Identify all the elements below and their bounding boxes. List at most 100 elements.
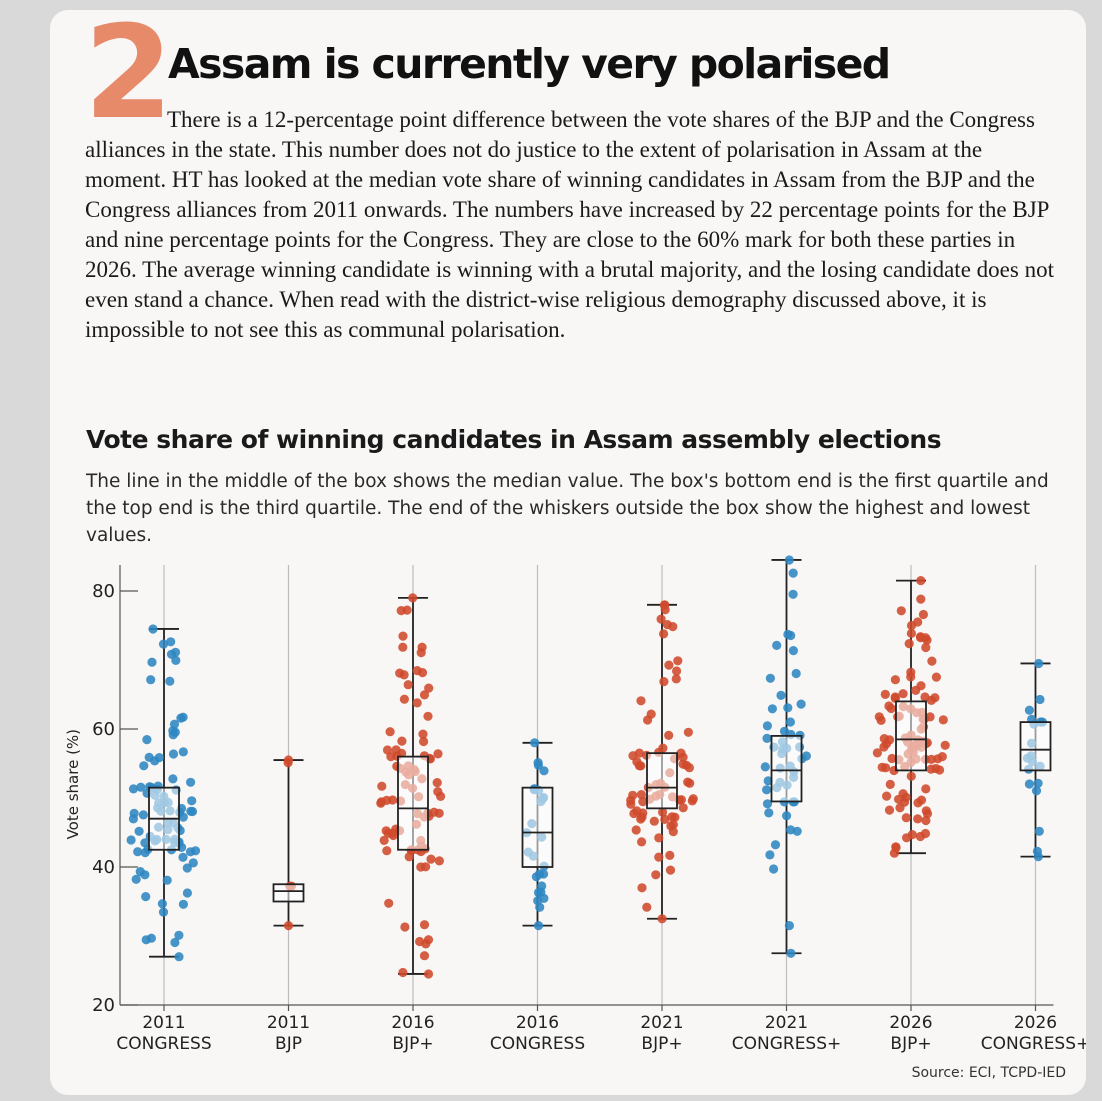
data-point [419, 920, 430, 930]
data-point [654, 833, 664, 843]
data-point [769, 864, 779, 874]
data-point [419, 690, 430, 700]
data-point [879, 734, 889, 744]
data-point [660, 814, 670, 825]
data-point [423, 711, 433, 721]
data-point [176, 713, 186, 723]
data-point [417, 642, 427, 652]
data-point [665, 865, 676, 875]
data-point [937, 752, 947, 762]
data-point [926, 754, 937, 765]
iqr-box [646, 752, 678, 810]
y-tick-label: 40 [92, 857, 115, 878]
data-point [890, 675, 901, 685]
data-point [377, 781, 387, 791]
data-point [539, 893, 549, 904]
data-point [170, 647, 181, 657]
data-point [684, 763, 695, 773]
data-point [133, 847, 143, 857]
x-tick-party: BJP [275, 1034, 302, 1054]
iqr-box [397, 755, 429, 851]
data-point [283, 758, 293, 768]
data-point [168, 774, 178, 784]
data-point [162, 875, 172, 885]
data-point [148, 624, 158, 634]
data-point [916, 594, 926, 604]
data-point [670, 812, 680, 822]
data-point [786, 630, 796, 641]
data-point [664, 660, 674, 670]
data-point [658, 807, 668, 817]
data-point [880, 689, 890, 700]
data-point [178, 747, 188, 757]
data-point [186, 806, 196, 816]
data-point [776, 690, 786, 701]
data-point [913, 617, 923, 627]
data-point [913, 798, 923, 808]
data-point [764, 808, 774, 818]
data-point [632, 806, 642, 816]
x-tick-year: 2011 [142, 1013, 185, 1033]
data-point [399, 670, 409, 680]
data-point [400, 922, 410, 932]
data-point [872, 748, 883, 758]
data-point [626, 799, 636, 809]
data-point [1033, 778, 1043, 788]
data-point [146, 675, 156, 685]
data-point [416, 862, 426, 872]
data-point [940, 740, 950, 750]
data-point [412, 666, 422, 676]
data-point [877, 762, 887, 772]
data-point [158, 639, 169, 649]
data-point [398, 642, 408, 652]
data-point [415, 936, 425, 947]
data-point [128, 784, 139, 794]
data-point [185, 847, 196, 857]
data-point [412, 698, 422, 708]
x-tick-party: CONGRESS+ [732, 1034, 842, 1054]
data-point [634, 761, 645, 771]
data-point [906, 667, 916, 677]
data-point [379, 835, 389, 846]
data-point [659, 629, 669, 639]
data-point [398, 631, 408, 641]
data-point [397, 736, 407, 746]
data-point [1031, 786, 1042, 796]
data-point [685, 778, 695, 788]
data-point [921, 784, 931, 794]
data-point [659, 677, 669, 687]
x-tick-year: 2021 [640, 1013, 683, 1033]
data-point [894, 794, 904, 804]
data-point [649, 816, 659, 826]
x-tick-party: CONGRESS+ [981, 1034, 1086, 1054]
data-point [788, 589, 798, 599]
section-number: 2 [84, 10, 174, 148]
y-axis-label: Vote share (%) [64, 729, 82, 839]
data-point [762, 799, 773, 809]
data-point [638, 797, 648, 807]
data-point [637, 883, 647, 893]
iqr-box [521, 786, 554, 868]
data-point [138, 810, 148, 820]
y-tick-label: 20 [92, 995, 115, 1016]
infographic-card: 2 Assam is currently very polarised Ther… [50, 10, 1086, 1095]
data-point [166, 637, 176, 647]
data-point [916, 576, 926, 586]
data-point [144, 752, 154, 763]
data-point [765, 850, 775, 860]
data-point [186, 777, 196, 787]
data-point [657, 914, 667, 924]
data-point [767, 704, 778, 714]
data-point [533, 887, 544, 898]
data-point [182, 888, 192, 898]
data-point [131, 874, 141, 884]
data-point [135, 867, 145, 877]
data-point [168, 749, 179, 759]
data-point [658, 743, 668, 753]
data-point [533, 921, 544, 931]
data-point [533, 760, 543, 770]
data-point [786, 948, 796, 958]
data-point [887, 753, 897, 764]
data-point [672, 666, 682, 676]
